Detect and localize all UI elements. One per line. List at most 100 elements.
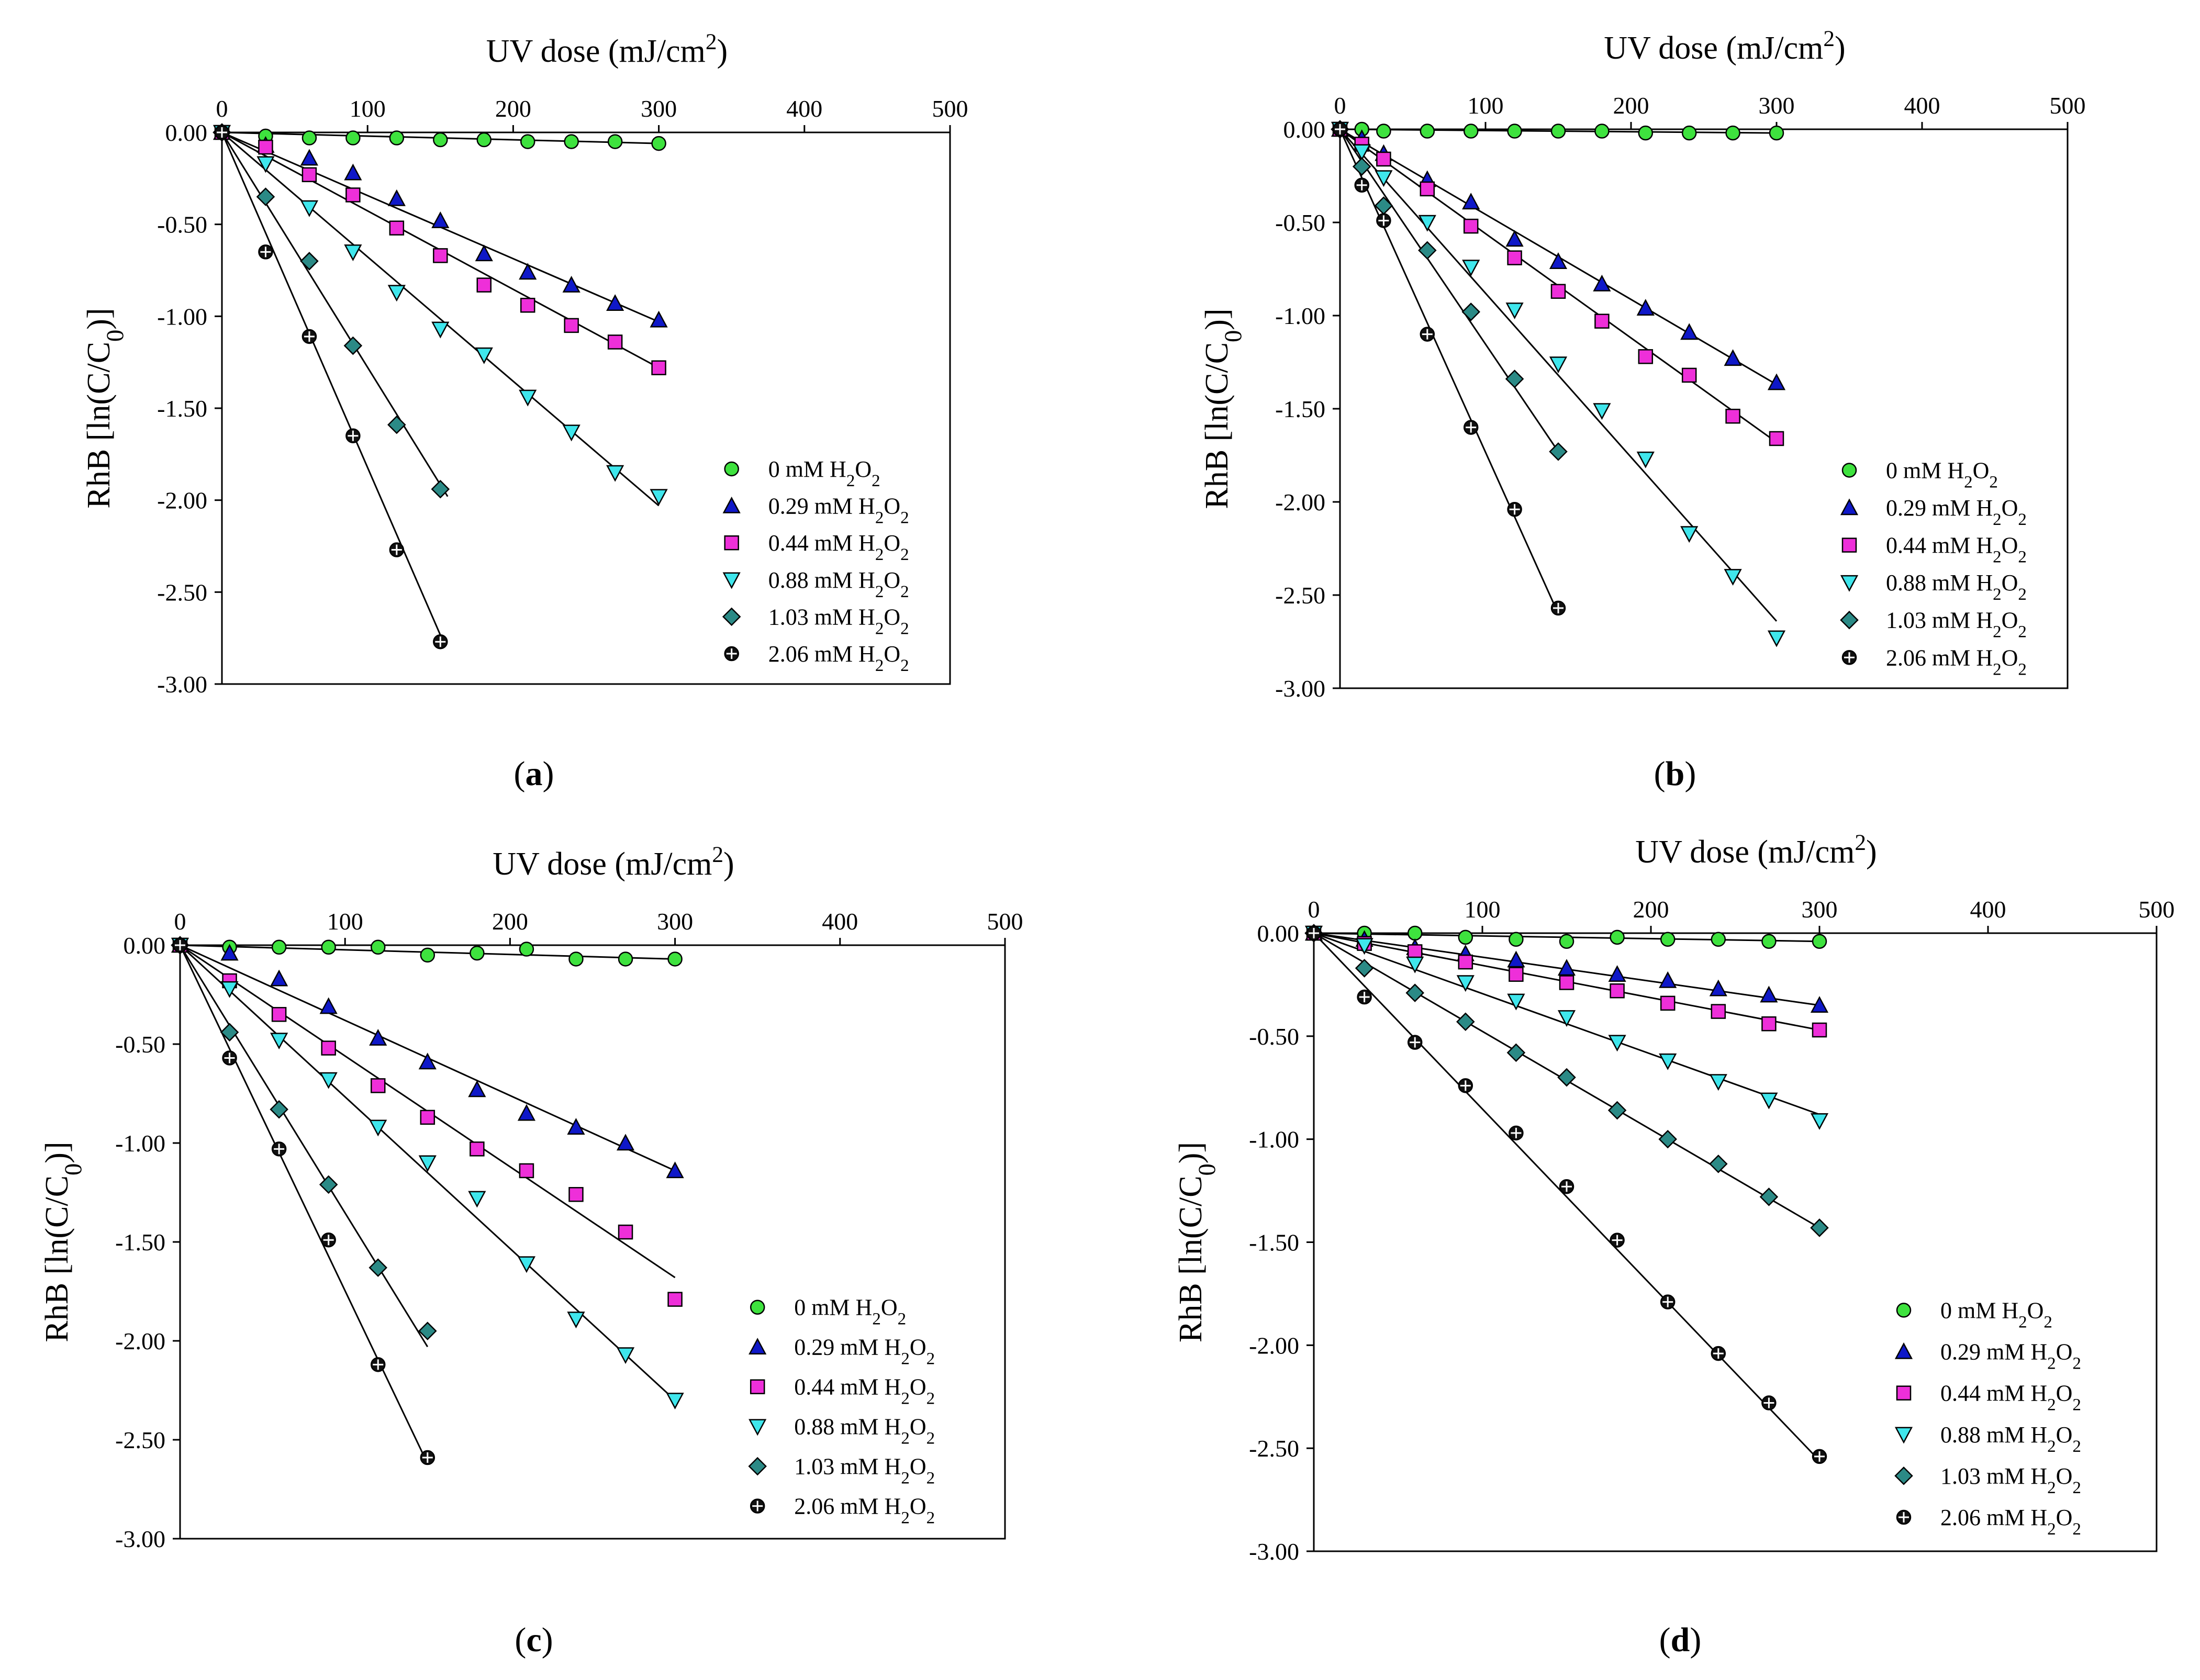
data-point bbox=[568, 1187, 584, 1202]
data-point bbox=[1509, 967, 1524, 982]
x-tick-label: 200 bbox=[1613, 92, 1649, 119]
data-point bbox=[1608, 965, 1626, 982]
y-tick-label: -1.00 bbox=[1275, 303, 1325, 329]
data-point bbox=[420, 947, 435, 963]
data-point bbox=[1593, 274, 1611, 292]
data-point bbox=[1332, 121, 1348, 137]
fit-line-4 bbox=[179, 945, 429, 1348]
data-point bbox=[517, 1256, 536, 1273]
series-3 bbox=[1331, 121, 1786, 647]
data-point bbox=[389, 220, 405, 236]
x-tick-label: 0 bbox=[174, 908, 186, 935]
y-tick-label: 0.00 bbox=[1283, 116, 1326, 143]
data-point bbox=[271, 1007, 287, 1022]
legend-marker bbox=[748, 1457, 767, 1476]
y-axis-title-group: RhB [ln(C/C0)] bbox=[1199, 308, 1247, 509]
legend-label: 2.06 mM H2O2 bbox=[1886, 645, 2027, 679]
y-tick-label: -2.50 bbox=[1275, 582, 1325, 609]
x-tick-label: 300 bbox=[657, 908, 693, 935]
data-point bbox=[1354, 177, 1369, 193]
data-point bbox=[618, 1224, 633, 1240]
data-point bbox=[1458, 1078, 1473, 1093]
data-point bbox=[344, 244, 362, 262]
fit-line-5 bbox=[221, 132, 444, 642]
data-point bbox=[567, 1312, 585, 1329]
plot-frame bbox=[1339, 128, 2069, 689]
legend-marker bbox=[1840, 498, 1859, 516]
x-tick-label: 100 bbox=[350, 95, 386, 122]
plot-frame bbox=[221, 131, 951, 685]
plot-frame bbox=[179, 944, 1006, 1540]
data-point bbox=[270, 1033, 288, 1050]
data-point bbox=[387, 415, 406, 434]
data-point bbox=[1509, 932, 1524, 947]
legend-marker bbox=[750, 1300, 765, 1315]
data-point bbox=[1549, 356, 1568, 374]
data-point bbox=[1557, 1068, 1576, 1087]
data-point bbox=[1660, 995, 1676, 1011]
series-0 bbox=[1332, 121, 1784, 141]
legend-marker bbox=[1841, 650, 1857, 665]
fit-line-5 bbox=[1313, 932, 1821, 1461]
data-point bbox=[1681, 367, 1697, 383]
fit-line-3 bbox=[221, 131, 660, 507]
legend-label: 0.88 mM H2O2 bbox=[794, 1414, 935, 1448]
data-point bbox=[344, 163, 362, 181]
series-1 bbox=[171, 936, 684, 1179]
data-point bbox=[1812, 1449, 1827, 1464]
data-point bbox=[475, 244, 493, 262]
data-point bbox=[651, 360, 666, 375]
data-point bbox=[519, 263, 537, 280]
y-tick-label: -1.00 bbox=[157, 303, 207, 330]
x-tick-label: 500 bbox=[987, 908, 1023, 935]
data-point bbox=[387, 285, 406, 302]
y-axis-title: RhB [ln(C/C0)] bbox=[1199, 308, 1247, 509]
data-point bbox=[370, 939, 386, 955]
legend-marker bbox=[1894, 1342, 1913, 1359]
data-point bbox=[562, 424, 580, 442]
data-point bbox=[319, 997, 338, 1014]
data-point bbox=[606, 294, 624, 311]
y-tick-label: -3.00 bbox=[1249, 1538, 1299, 1565]
legend-marker bbox=[1840, 610, 1859, 630]
legend-marker bbox=[1896, 1303, 1912, 1318]
data-point bbox=[1557, 959, 1576, 976]
data-point bbox=[476, 277, 492, 293]
data-point bbox=[433, 132, 448, 148]
data-point bbox=[1812, 1022, 1827, 1038]
data-point bbox=[1505, 303, 1524, 319]
data-point bbox=[1593, 403, 1611, 420]
data-point bbox=[1462, 260, 1480, 277]
data-point bbox=[520, 134, 535, 149]
legend-marker bbox=[1894, 1466, 1913, 1485]
data-point bbox=[1658, 1129, 1677, 1149]
data-point bbox=[520, 298, 535, 313]
data-point bbox=[1456, 975, 1475, 992]
data-point bbox=[1761, 1016, 1777, 1032]
data-point bbox=[220, 944, 239, 961]
y-tick-label: -1.00 bbox=[1249, 1126, 1299, 1153]
data-point bbox=[222, 1050, 237, 1066]
legend-label: 1.03 mM H2O2 bbox=[1886, 608, 2027, 642]
data-point bbox=[568, 951, 584, 967]
x-tick-label: 100 bbox=[1468, 92, 1504, 119]
x-tick-label: 500 bbox=[2050, 92, 2086, 119]
legend-label: 0.88 mM H2O2 bbox=[1940, 1422, 2081, 1456]
data-point bbox=[1557, 1010, 1576, 1027]
data-point bbox=[1418, 215, 1436, 232]
data-point bbox=[1810, 1218, 1829, 1237]
data-point bbox=[519, 389, 537, 407]
data-point bbox=[1463, 218, 1479, 234]
y-axis-title-group: RhB [ln(C/C0)] bbox=[39, 1141, 87, 1342]
data-point bbox=[431, 321, 450, 339]
data-point bbox=[519, 942, 534, 957]
fit-line-5 bbox=[179, 945, 429, 1464]
data-point bbox=[418, 1052, 437, 1070]
data-point bbox=[1406, 956, 1424, 973]
data-point bbox=[370, 1357, 386, 1372]
data-point bbox=[666, 1393, 684, 1410]
y-axis-title: RhB [ln(C/C0)] bbox=[39, 1141, 87, 1342]
data-point bbox=[301, 130, 317, 145]
x-tick-label: 400 bbox=[786, 95, 822, 122]
